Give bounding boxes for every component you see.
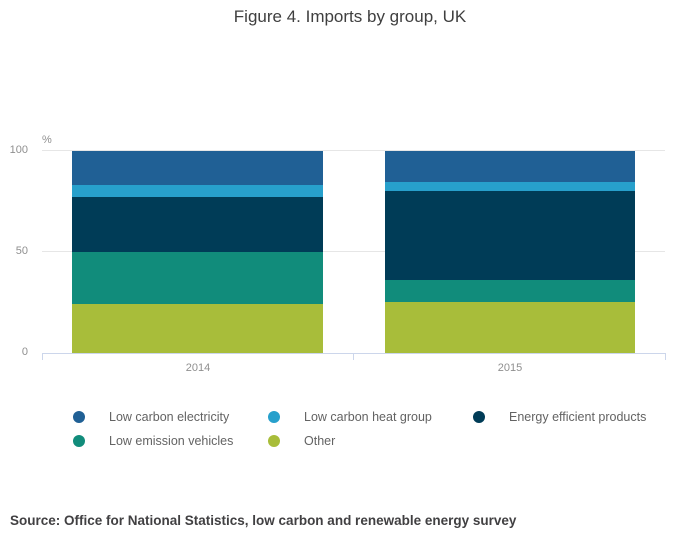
bar-segment-other[interactable] [385, 302, 635, 353]
bar-segment-low-emission-vehicles[interactable] [72, 251, 323, 305]
x-axis-tick-right [665, 353, 666, 360]
bar-segment-other[interactable] [72, 304, 323, 353]
legend-swatch-icon [73, 411, 85, 423]
gridline-50 [42, 251, 665, 252]
legend-label: Low carbon electricity [109, 410, 230, 424]
bar-segment-low-carbon-heat-group[interactable] [385, 182, 635, 192]
bar-2015[interactable] [385, 151, 635, 353]
source-text: Source: Office for National Statistics, … [10, 513, 517, 528]
x-axis-label-2015: 2015 [497, 362, 523, 374]
y-axis-tick-label-50: 50 [15, 245, 28, 257]
legend-swatch-icon [473, 411, 485, 423]
bar-2014[interactable] [72, 151, 323, 353]
legend-label: Low carbon heat group [304, 410, 432, 424]
legend-item-low-carbon-electricity[interactable]: Low carbon electricity [73, 410, 229, 424]
chart-title: Figure 4. Imports by group, UK [233, 7, 467, 26]
bar-segment-energy-efficient-products[interactable] [385, 191, 635, 281]
x-axis-tick-left [42, 353, 43, 360]
bar-segment-low-carbon-electricity[interactable] [72, 151, 323, 186]
legend-label: Energy efficient products [509, 410, 647, 424]
y-axis-tick-label-100: 100 [9, 144, 28, 156]
bar-segment-low-carbon-heat-group[interactable] [72, 185, 323, 198]
bar-segment-energy-efficient-products[interactable] [72, 197, 323, 252]
bar-segment-low-carbon-electricity[interactable] [385, 151, 635, 183]
legend-item-low-carbon-heat-group[interactable]: Low carbon heat group [268, 410, 432, 424]
legend-swatch-icon [268, 411, 280, 423]
x-axis-line [42, 353, 666, 354]
legend-swatch-icon [268, 435, 280, 447]
x-axis-label-2014: 2014 [185, 362, 211, 374]
legend-label: Other [304, 434, 336, 448]
x-axis-tick-middle [353, 353, 354, 360]
legend-label: Low emission vehicles [109, 434, 234, 448]
legend-item-energy-efficient-products[interactable]: Energy efficient products [473, 410, 646, 424]
gridline-100 [42, 150, 665, 151]
legend-item-other[interactable]: Other [268, 434, 335, 448]
y-axis-tick-label-0: 0 [21, 346, 28, 358]
bar-segment-low-emission-vehicles[interactable] [385, 280, 635, 303]
legend-swatch-icon [73, 435, 85, 447]
legend-item-low-emission-vehicles[interactable]: Low emission vehicles [73, 434, 233, 448]
y-axis-unit-label: % [42, 134, 52, 146]
